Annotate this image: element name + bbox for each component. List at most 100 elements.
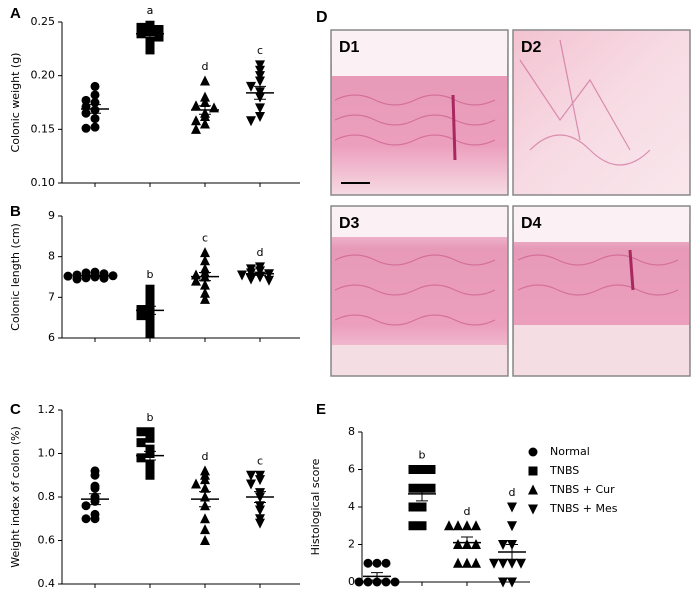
error-bar <box>89 274 101 278</box>
significance-letter: b <box>419 449 426 462</box>
data-point <box>90 90 100 100</box>
data-point <box>381 577 391 587</box>
data-point <box>200 293 210 304</box>
data-point <box>81 123 91 133</box>
data-point <box>200 75 210 86</box>
image-label: D3 <box>339 215 360 232</box>
data-point <box>498 540 508 550</box>
data-point <box>191 478 201 489</box>
data-point <box>255 475 265 486</box>
data-point <box>426 483 436 493</box>
y-axis-label: Colonic weight (g) <box>9 53 22 153</box>
data-point <box>200 91 210 102</box>
data-point <box>498 577 508 588</box>
data-point <box>471 520 481 531</box>
data-point <box>145 300 155 310</box>
data-point <box>516 558 526 569</box>
significance-letter: d <box>257 246 264 259</box>
significance-letter: d <box>464 505 471 518</box>
data-point <box>136 305 146 315</box>
legend-label: TNBS + Cur <box>549 483 615 496</box>
legend-marker <box>528 466 538 476</box>
data-point <box>200 97 210 107</box>
data-point <box>381 558 391 568</box>
y-axis-label: Weight index of colon (%) <box>9 426 22 568</box>
y-tick-label: 7 <box>48 290 55 303</box>
data-point <box>90 470 100 480</box>
data-point <box>246 274 256 285</box>
data-point <box>255 71 265 82</box>
data-point <box>408 521 418 531</box>
data-point <box>200 118 210 129</box>
data-point <box>426 465 436 474</box>
data-point <box>363 577 373 587</box>
data-point <box>264 275 274 286</box>
data-point <box>255 518 265 529</box>
data-point <box>191 275 201 286</box>
data-point <box>444 520 454 531</box>
data-point <box>390 577 400 587</box>
data-point <box>363 558 373 568</box>
data-point <box>507 577 517 588</box>
error-bar <box>89 493 101 506</box>
data-point <box>145 315 155 325</box>
data-point <box>200 110 210 121</box>
error-bar <box>144 30 156 38</box>
data-point <box>507 502 517 513</box>
y-tick-label: 4 <box>348 500 355 513</box>
histology-d1 <box>330 29 509 196</box>
image-label: D1 <box>339 39 360 56</box>
data-point <box>489 558 499 569</box>
data-point <box>136 22 146 32</box>
data-point <box>255 103 265 114</box>
data-point <box>200 474 210 485</box>
data-point <box>145 294 155 304</box>
data-point <box>246 81 256 92</box>
data-point <box>200 482 210 493</box>
y-tick-label: 2 <box>348 538 355 551</box>
data-point <box>471 539 481 549</box>
y-tick-label: 0 <box>348 575 355 588</box>
data-point <box>372 558 382 568</box>
significance-letter: b <box>147 268 154 281</box>
data-point <box>453 557 463 568</box>
y-tick-label: 0.4 <box>38 577 56 590</box>
data-point <box>72 274 82 284</box>
data-point <box>200 535 210 545</box>
data-point <box>200 247 210 258</box>
data-point <box>145 45 155 55</box>
data-point <box>255 76 265 87</box>
panel-label: D <box>316 9 328 26</box>
data-point <box>136 311 146 321</box>
data-point <box>453 539 463 549</box>
data-point <box>417 521 427 531</box>
data-point <box>90 122 100 132</box>
data-point <box>498 558 508 569</box>
legend-marker <box>528 447 538 457</box>
data-point <box>81 501 91 511</box>
data-point <box>354 577 364 587</box>
data-point <box>471 557 481 568</box>
y-tick-label: 8 <box>348 425 355 438</box>
data-point <box>408 465 418 474</box>
data-point <box>200 255 210 266</box>
error-bar <box>461 536 473 549</box>
data-point <box>462 520 472 531</box>
error-bar <box>416 486 428 502</box>
data-point <box>81 514 91 524</box>
data-point <box>145 288 155 298</box>
error-bar <box>199 491 211 508</box>
error-bar <box>144 450 156 461</box>
data-point <box>191 115 201 126</box>
data-point <box>200 279 210 290</box>
y-tick-label: 9 <box>48 209 55 222</box>
data-point <box>417 465 427 474</box>
data-point <box>507 558 517 569</box>
data-point <box>462 557 472 568</box>
y-axis-label: Histological score <box>309 458 322 555</box>
data-point <box>90 114 100 124</box>
data-point <box>200 287 210 298</box>
y-tick-label: 0.10 <box>31 176 56 189</box>
error-bar <box>506 544 518 560</box>
